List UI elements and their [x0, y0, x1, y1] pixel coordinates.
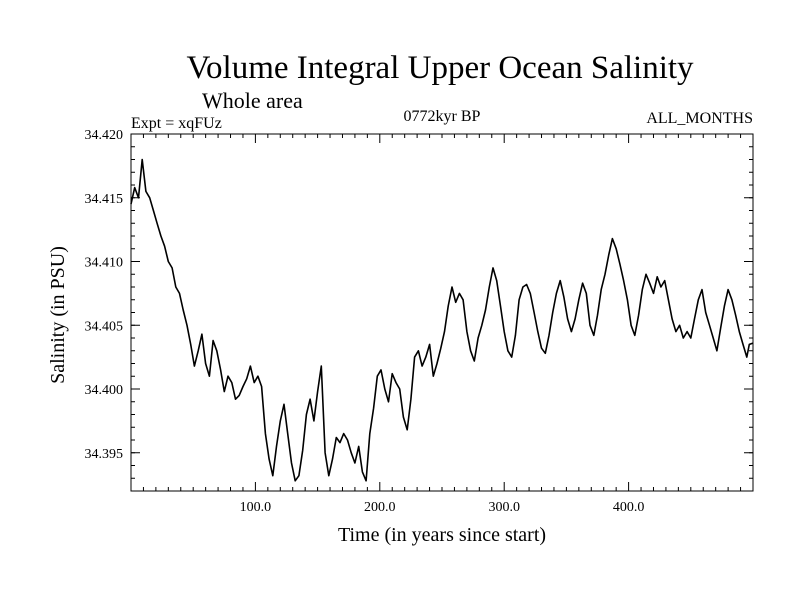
months-label: ALL_MONTHS: [646, 110, 753, 127]
salinity-series-line: [130, 158, 754, 482]
period-label: 0772kyr BP: [404, 108, 481, 125]
y-tick-label: 34.405: [85, 319, 124, 334]
y-tick-label: 34.420: [85, 128, 124, 143]
y-tick-label: 34.415: [85, 192, 124, 207]
expt-label: Expt = xqFUz: [131, 115, 222, 132]
x-tick-label: 400.0: [613, 500, 645, 515]
x-tick-label: 300.0: [488, 500, 520, 515]
x-tick-label: 100.0: [240, 500, 272, 515]
y-axis-label: Salinity (in PSU): [47, 246, 69, 384]
x-axis-label: Time (in years since start): [338, 524, 546, 546]
x-tick-label: 200.0: [364, 500, 396, 515]
y-tick-label: 34.395: [85, 447, 124, 462]
chart-title: Volume Integral Upper Ocean Salinity: [186, 50, 694, 86]
plot-area: 100.0 200.0 300.0 400.0 34.395 34.400 34.405 34…: [85, 128, 754, 515]
plot-frame: [130, 133, 754, 492]
chart-subtitle: Whole area: [202, 88, 303, 113]
y-tick-label: 34.400: [85, 383, 124, 398]
y-tick-label: 34.410: [85, 256, 124, 271]
